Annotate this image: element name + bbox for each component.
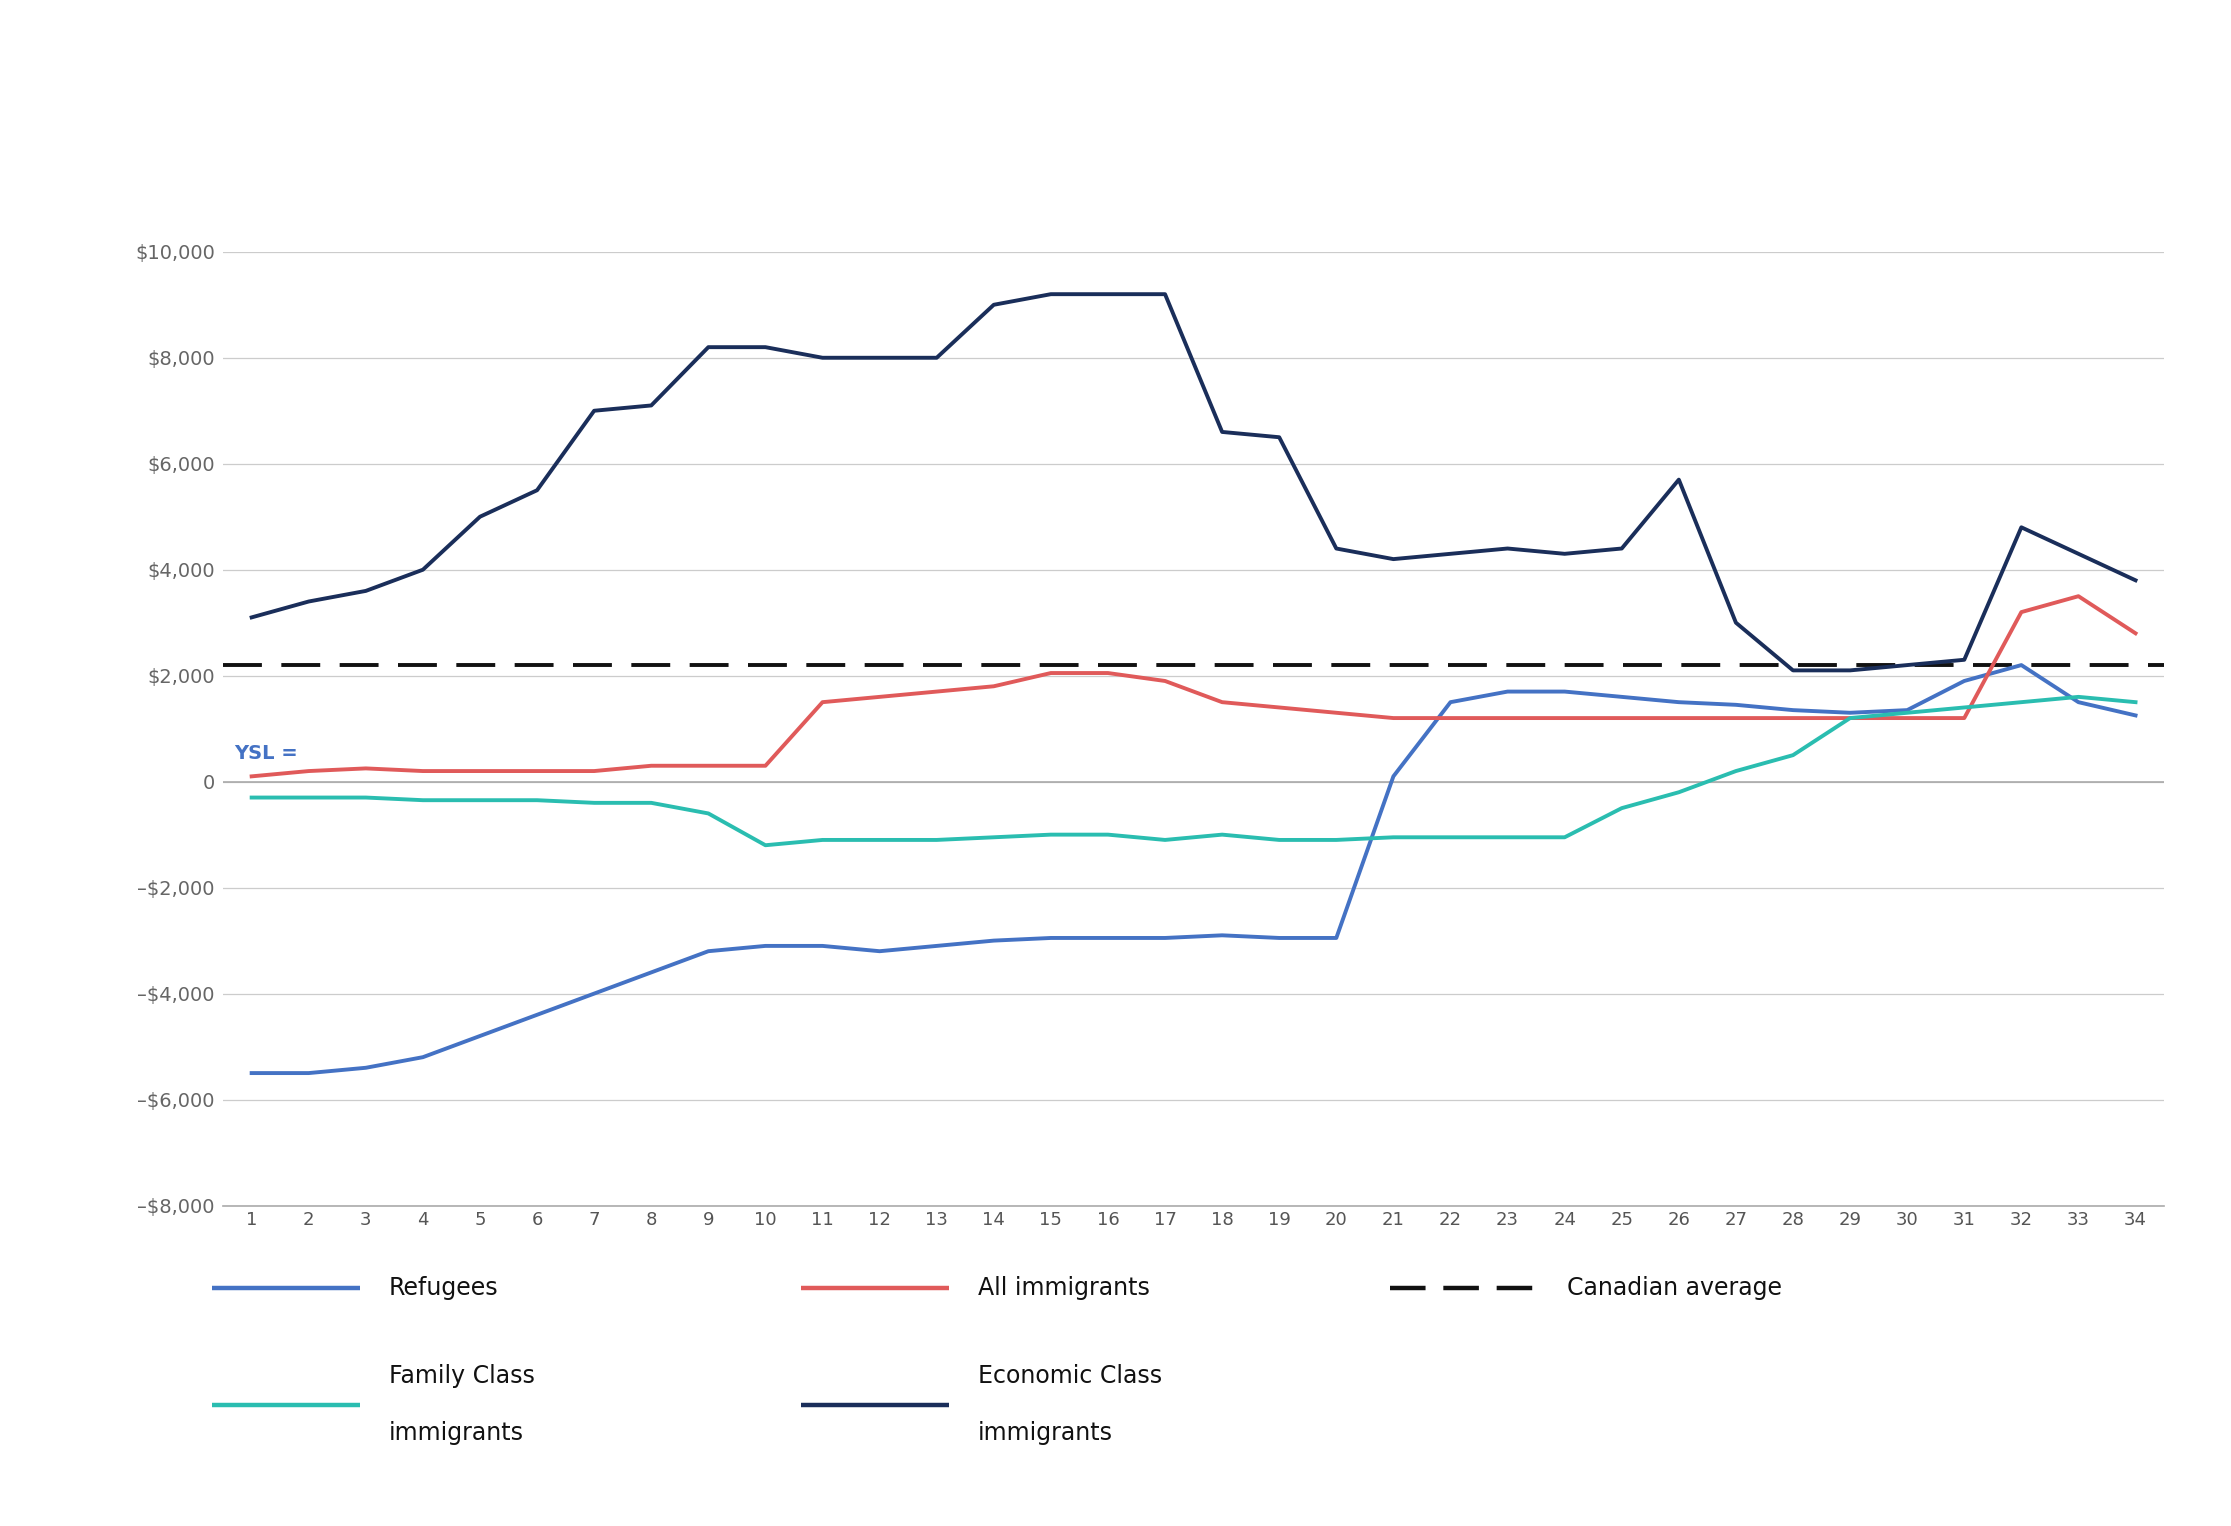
Text: Family Class: Family Class — [388, 1364, 535, 1389]
Text: immigrants: immigrants — [977, 1421, 1113, 1445]
Text: All immigrants: All immigrants — [977, 1276, 1149, 1300]
Text: Economic Class: Economic Class — [977, 1364, 1162, 1389]
Text: Refugees: Refugees — [388, 1276, 500, 1300]
Text: YSL =: YSL = — [234, 745, 299, 763]
Text: IMMIGRATION CATEGORY AND YEAR SINCE LANDING (YSL), 2014 TAX YEAR: IMMIGRATION CATEGORY AND YEAR SINCE LAND… — [506, 157, 1725, 185]
Text: Canadian average: Canadian average — [1566, 1276, 1783, 1300]
Text: AVERAGE INCOME TAX PAID NET OF TRANSFERS RECEIVED ($2014) BY: AVERAGE INCOME TAX PAID NET OF TRANSFERS… — [544, 89, 1687, 116]
Text: immigrants: immigrants — [388, 1421, 524, 1445]
